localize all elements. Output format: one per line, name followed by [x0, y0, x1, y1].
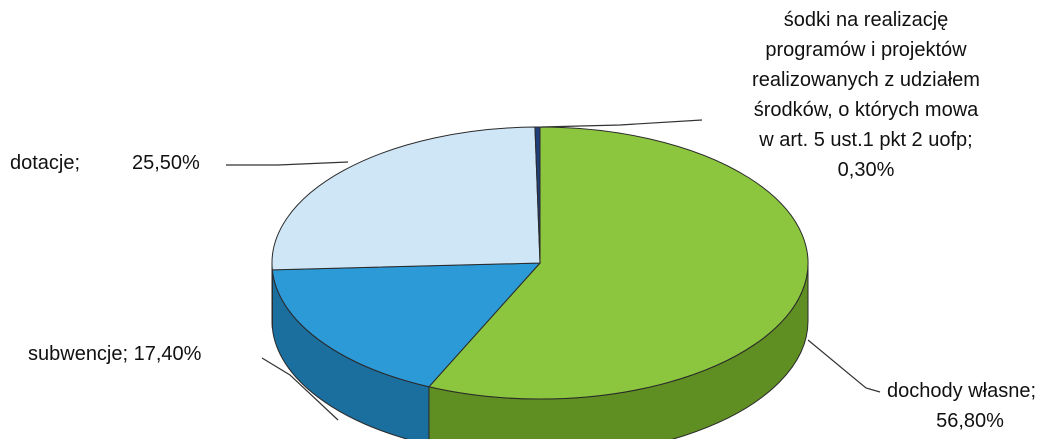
label-srodki-line3: realizowanych z udziałem	[752, 69, 980, 91]
label-subwencje: subwencje; 17,40%	[28, 343, 202, 365]
pie-slice-dotacje	[271, 126, 541, 271]
label-srodki-line6: 0,30%	[838, 159, 895, 181]
leader-line-dochody-wlasne	[807, 339, 881, 393]
leader-lines	[226, 119, 881, 421]
leader-line-subwencje	[261, 357, 339, 421]
label-srodki-line2: programów i projektów	[765, 39, 967, 61]
leader-line-dotacje	[226, 161, 349, 166]
pie-slice-dochody-wlasne	[428, 126, 809, 400]
label-srodki-line4: środków, o których mowa	[754, 99, 979, 121]
label-dotacje-name: dotacje;	[10, 152, 80, 174]
pie-slice-subwencje	[271, 262, 542, 388]
label-dochody-wlasne-value: 56,80%	[936, 410, 1004, 432]
label-dotacje-value: 25,50%	[132, 152, 200, 174]
label-srodki-line5: w art. 5 ust.1 pkt 2 uofp;	[758, 129, 972, 151]
leader-line-srodki	[540, 119, 703, 128]
pie-tops	[271, 126, 809, 400]
label-dochody-wlasne-name: dochody własne;	[887, 380, 1036, 402]
pie-slice-sodki-na-realizacje-prog	[534, 126, 541, 264]
label-srodki-line1: śodki na realizację	[784, 9, 949, 31]
